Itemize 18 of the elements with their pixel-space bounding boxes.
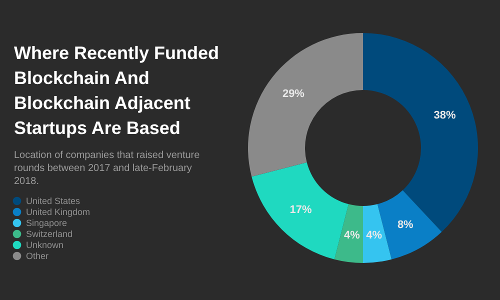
data-label: 17%: [290, 204, 312, 216]
text: Location of companies that raised venture rounds between 2017 and late-February 2018.: [14, 150, 200, 187]
data-label: 4%: [344, 229, 360, 242]
donut-slice: [363, 33, 478, 232]
legend-label: Other: [26, 251, 49, 261]
legend-label: United Kingdom: [26, 207, 90, 217]
donut-slice: [334, 204, 363, 263]
data-label: 38%: [434, 110, 456, 122]
legend-label: Switzerland: [26, 229, 73, 239]
data-label: 4%: [366, 229, 382, 242]
legend-label: Unknown: [26, 240, 64, 250]
legend-label: Singapore: [26, 218, 68, 228]
data-label: 8%: [397, 219, 414, 232]
donut-slice: [248, 33, 363, 177]
data-label: 29%: [282, 88, 305, 100]
legend-label: United States: [26, 196, 81, 206]
text: Where Recently Funded Blockchain And Blockchain Adjacent Startups Are Based: [14, 43, 220, 138]
donut-slice: [363, 204, 392, 263]
